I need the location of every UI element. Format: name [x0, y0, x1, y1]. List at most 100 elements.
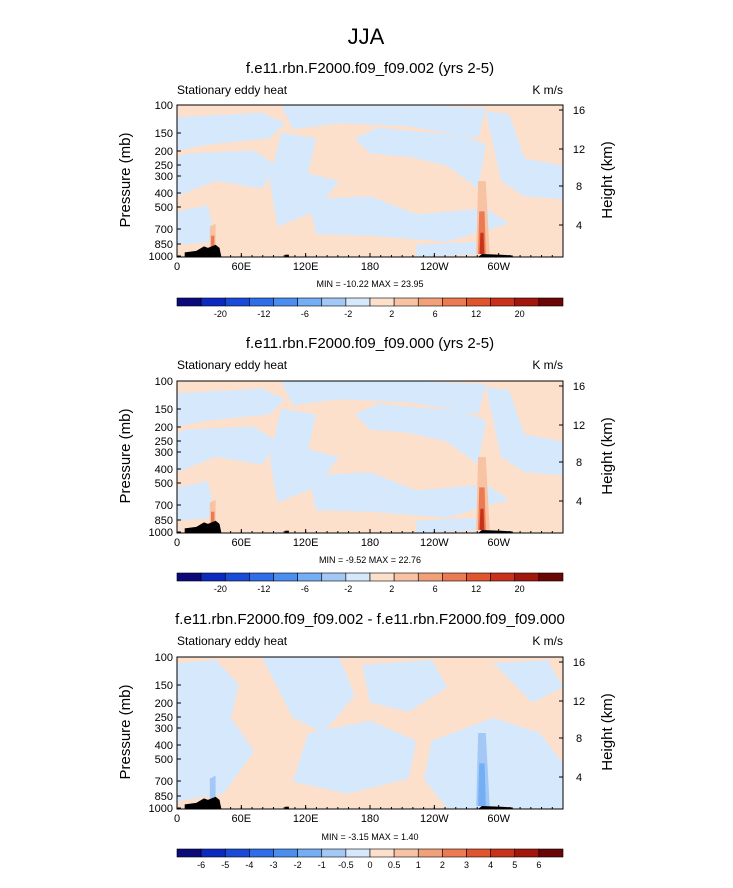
- y2-tick-label: 8: [576, 181, 582, 193]
- y-axis-label: Pressure (mb): [117, 408, 134, 503]
- terrain-block: [184, 244, 222, 257]
- colorbar-box: [393, 572, 419, 582]
- y-tick-label: 300: [155, 171, 173, 183]
- variable-label: Stationary eddy heat: [177, 358, 288, 372]
- colorbar-box: [321, 297, 347, 307]
- terrain-block: [478, 530, 513, 533]
- y-tick-label: 300: [155, 723, 173, 735]
- colorbar-box: [345, 572, 371, 582]
- x-tick-label: 60W: [487, 537, 510, 549]
- x-tick-label: 120W: [420, 537, 449, 549]
- y2-tick-label: 8: [576, 457, 582, 469]
- colorbar: -20 -12 -6 -2 2 6 12 20: [176, 572, 564, 594]
- y2-tick-label: 4: [576, 496, 582, 508]
- colorbar-label: 2: [389, 584, 394, 594]
- y2-tick-label: 16: [573, 381, 585, 393]
- x-tick-label: 120W: [420, 261, 449, 273]
- min-max-text: MIN = -9.52 MAX = 22.76: [319, 555, 421, 565]
- main-title: JJA: [348, 24, 385, 49]
- colorbar-box: [297, 572, 323, 582]
- terrain-block: [184, 796, 222, 809]
- colorbar-label: 12: [471, 309, 481, 319]
- negative-region: [416, 517, 486, 533]
- colorbar-box: [200, 297, 226, 307]
- colorbar-box: [466, 572, 491, 582]
- colorbar-box: [490, 572, 516, 582]
- colorbar-box: [297, 848, 323, 858]
- terrain: [184, 796, 513, 809]
- colorbar-label: 20: [515, 584, 525, 594]
- colorbar-box: [369, 297, 395, 307]
- colorbar-label: -2: [344, 584, 352, 594]
- colorbar-box: [273, 297, 298, 307]
- y-tick-label: 1000: [149, 527, 173, 539]
- terrain-block: [478, 254, 513, 257]
- colorbar-box: [273, 848, 298, 858]
- y-axis-label: Pressure (mb): [117, 132, 134, 227]
- colorbar-label: 2: [440, 860, 445, 870]
- colorbar-box: [417, 297, 443, 307]
- colorbar-box: [369, 848, 395, 858]
- y2-tick-label: 12: [573, 420, 585, 432]
- colorbar-box: [393, 848, 419, 858]
- x-tick-label: 180: [361, 813, 379, 825]
- terrain-block: [285, 254, 289, 257]
- y-tick-label: 1000: [149, 251, 173, 263]
- colorbar-box: [442, 297, 467, 307]
- colorbar-label: 0: [367, 860, 372, 870]
- colorbar: -6 -5 -4 -3 -2 -1 -0.5 0 0.5 1 2 3 4 5 6: [176, 848, 564, 870]
- colorbar-box: [224, 297, 250, 307]
- colorbar-label: -3: [269, 860, 277, 870]
- variable-label: Stationary eddy heat: [177, 634, 288, 648]
- negative-region: [308, 472, 509, 518]
- y-tick-label: 200: [155, 422, 173, 434]
- negative-region: [485, 111, 563, 200]
- colorbar-label: 6: [433, 309, 438, 319]
- min-max-text: MIN = -3.15 MAX = 1.40: [321, 832, 418, 842]
- terrain: [184, 520, 513, 533]
- y-tick-label: 100: [155, 376, 173, 388]
- variable-label: Stationary eddy heat: [177, 83, 288, 97]
- x-tick-label: 0: [174, 813, 180, 825]
- x-tick-label: 60E: [232, 537, 252, 549]
- y2-tick-label: 4: [576, 220, 582, 232]
- negative-region: [424, 717, 563, 809]
- colorbar-label: 0.5: [388, 860, 401, 870]
- y2-tick-label: 8: [576, 733, 582, 745]
- colorbar-label: -12: [257, 309, 270, 319]
- panel-title: f.e11.rbn.F2000.f09_f09.002 - f.e11.rbn.…: [175, 611, 565, 628]
- negative-region: [261, 657, 355, 733]
- negative-region: [493, 660, 563, 703]
- colorbar-box: [200, 572, 226, 582]
- y-tick-label: 700: [155, 224, 173, 236]
- x-tick-label: 60W: [487, 813, 510, 825]
- y-tick-label: 150: [155, 128, 173, 140]
- terrain-block: [285, 806, 289, 809]
- y2-axis-label: Height (km): [599, 417, 616, 495]
- y-tick-label: 850: [155, 791, 173, 803]
- colorbar-label: -6: [301, 584, 309, 594]
- colorbar-box: [321, 572, 347, 582]
- colorbar-box: [176, 297, 202, 307]
- x-tick-label: 120E: [293, 261, 319, 273]
- terrain-block: [285, 530, 289, 533]
- negative-region: [177, 388, 286, 427]
- negative-region: [177, 426, 278, 473]
- colorbar-label: 2: [389, 309, 394, 319]
- y-tick-label: 200: [155, 146, 173, 158]
- colorbar-label: -4: [245, 860, 253, 870]
- colorbar-box: [514, 297, 540, 307]
- negative-region: [177, 481, 216, 521]
- colorbar-label: 6: [536, 860, 541, 870]
- panel-2: f.e11.rbn.F2000.f09_f09.000 (yrs 2-5) St…: [117, 335, 616, 594]
- colorbar-box: [200, 848, 226, 858]
- colorbar-label: -20: [214, 309, 227, 319]
- colorbar-box: [442, 572, 467, 582]
- colorbar-box: [345, 848, 371, 858]
- colorbar-label: 12: [471, 584, 481, 594]
- plume: [479, 508, 485, 530]
- y-tick-label: 850: [155, 515, 173, 527]
